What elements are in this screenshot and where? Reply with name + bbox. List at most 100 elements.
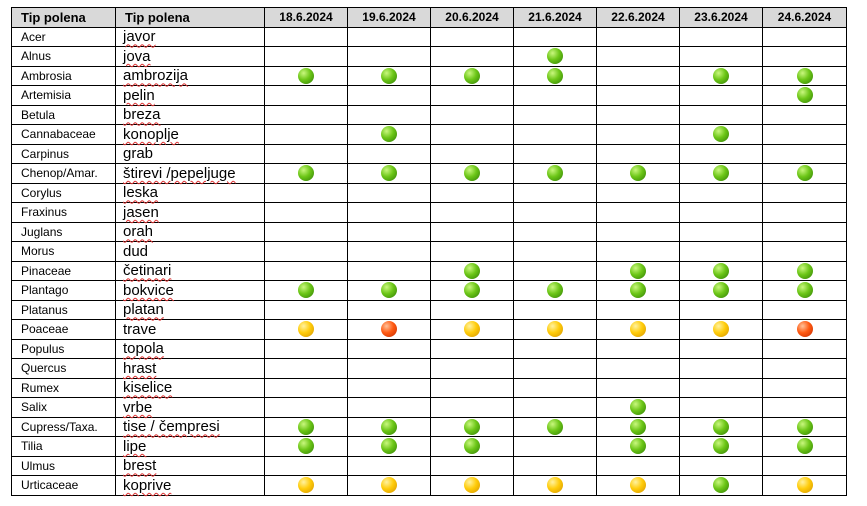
level-cell [762,124,847,145]
level-cell [264,475,348,496]
local-name: koprive [123,476,172,494]
green-dot-icon [464,165,480,182]
level-cell [596,26,680,47]
latin-name: Chenop/Amar. [11,163,116,184]
latin-name: Pinaceae [11,260,116,281]
level-cell [762,397,847,418]
level-cell [596,46,680,67]
latin-name: Rumex [11,377,116,398]
local-name: platan [123,301,164,319]
level-cell [679,416,763,437]
latin-name: Plantago [11,280,116,301]
level-cell [513,455,597,476]
green-dot-icon [547,418,563,435]
local-name: hrast [123,359,157,377]
level-cell [762,182,847,203]
level-cell [679,338,763,359]
level-cell [430,26,514,47]
green-dot-icon [464,418,480,435]
level-cell [264,280,348,301]
table-body: Acer javor Alnus jova Ambrosia ambrozija Artem… [11,26,847,496]
level-cell [596,436,680,457]
green-dot-icon [547,67,563,84]
green-dot-icon [796,87,813,104]
local-name: pelin [123,86,155,104]
level-cell [347,377,431,398]
level-cell [264,377,348,398]
green-dot-icon [713,418,729,435]
level-cell [430,455,514,476]
level-cell [762,241,847,262]
local-name-cell: hrast [115,358,265,379]
table-row: Quercus hrast [11,358,847,379]
level-cell [264,416,348,437]
local-name-cell: brest [115,455,265,476]
level-cell [347,455,431,476]
level-cell [347,182,431,203]
level-cell [347,202,431,223]
yellow-dot-icon [547,477,563,494]
local-name-cell: jova [115,46,265,67]
level-cell [513,85,597,106]
yellow-dot-icon [464,321,480,338]
level-cell [264,397,348,418]
green-dot-icon [796,438,813,455]
latin-name: Juglans [11,221,116,242]
table-row: Salix vrbe [11,397,847,418]
level-cell [762,85,847,106]
green-dot-icon [464,262,480,279]
level-cell [762,163,847,184]
header-date: 23.6.2024 [679,7,763,28]
local-name-cell: vrbe [115,397,265,418]
level-cell [430,416,514,437]
red-dot-icon [381,321,397,338]
latin-name: Quercus [11,358,116,379]
header-row: Tip polena Tip polena 18.6.2024 19.6.202… [11,7,847,28]
level-cell [513,299,597,320]
level-cell [347,260,431,281]
latin-name: Morus [11,241,116,262]
level-cell [513,475,597,496]
level-cell [679,299,763,320]
header-date: 20.6.2024 [430,7,514,28]
level-cell [513,143,597,164]
yellow-dot-icon [630,477,646,494]
level-cell [596,397,680,418]
table-row: Corylus leska [11,182,847,203]
green-dot-icon [547,165,563,182]
level-cell [596,260,680,281]
header-date: 21.6.2024 [513,7,597,28]
level-cell [679,475,763,496]
header-date: 19.6.2024 [347,7,431,28]
local-name-cell: tise / čempresi [115,416,265,437]
level-cell [513,260,597,281]
level-cell [513,397,597,418]
green-dot-icon [381,282,397,299]
latin-name: Tilia [11,436,116,457]
level-cell [513,241,597,262]
yellow-dot-icon [381,477,397,494]
level-cell [513,319,597,340]
green-dot-icon [713,67,729,84]
green-dot-icon [298,165,314,182]
level-cell [762,436,847,457]
level-cell [596,475,680,496]
level-cell [679,104,763,125]
level-cell [762,46,847,67]
local-name-cell: orah [115,221,265,242]
local-name: javor [123,28,156,46]
green-dot-icon [630,418,646,435]
local-name: vrbe [123,398,153,416]
level-cell [347,85,431,106]
level-cell [347,26,431,47]
level-cell [762,319,847,340]
level-cell [596,299,680,320]
local-name-cell: konoplje [115,124,265,145]
table-row: Morus dud [11,241,847,262]
green-dot-icon [630,262,646,279]
level-cell [347,338,431,359]
level-cell [347,124,431,145]
level-cell [762,358,847,379]
level-cell [679,46,763,67]
local-name-cell: trave [115,319,265,340]
